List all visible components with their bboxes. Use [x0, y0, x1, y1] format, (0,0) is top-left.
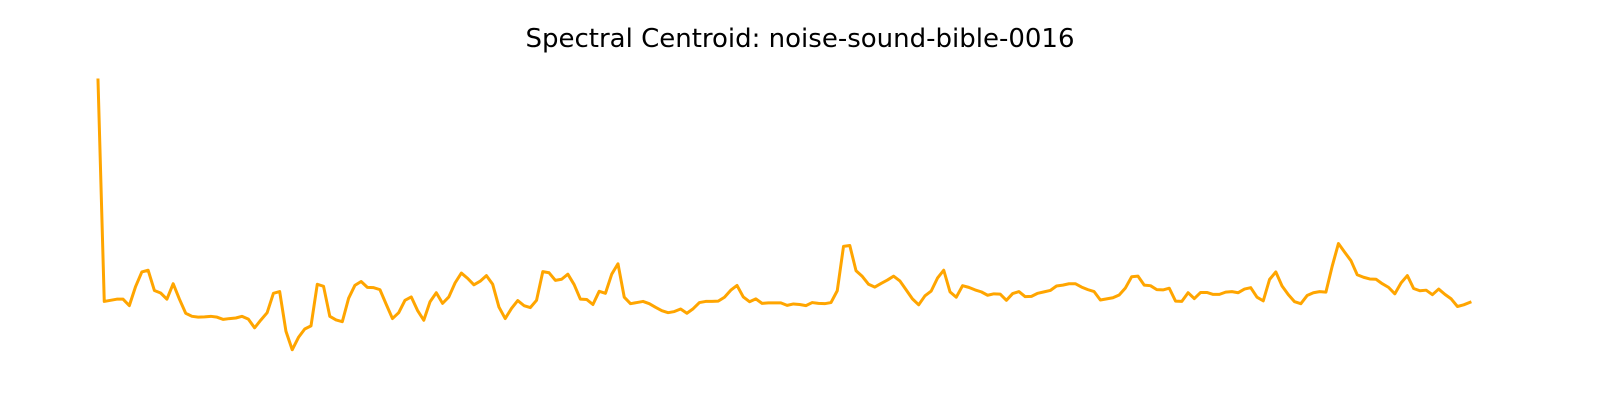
series-layer — [96, 78, 1472, 352]
series-line-0 — [96, 78, 1472, 352]
chart-title: Spectral Centroid: noise-sound-bible-001… — [525, 24, 1075, 54]
